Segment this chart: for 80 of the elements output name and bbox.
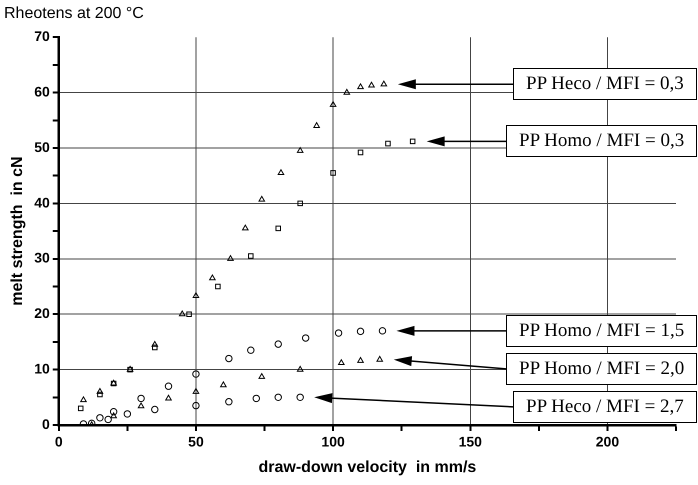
point bbox=[227, 255, 234, 261]
point bbox=[296, 394, 304, 401]
point bbox=[165, 394, 172, 401]
point bbox=[220, 381, 227, 388]
point bbox=[410, 138, 416, 144]
text: PP Heco / MFI = 0,3 bbox=[513, 68, 697, 100]
point bbox=[247, 346, 254, 354]
point bbox=[376, 356, 383, 362]
point bbox=[192, 402, 200, 410]
point bbox=[104, 416, 112, 424]
point bbox=[192, 292, 200, 298]
point bbox=[78, 406, 84, 412]
y-tick-label: 60 bbox=[34, 83, 50, 100]
y-tick-label: 70 bbox=[34, 28, 50, 44]
point bbox=[330, 170, 336, 176]
text: PP Homo / MFI = 1,5 bbox=[506, 314, 698, 347]
point bbox=[215, 284, 221, 290]
point bbox=[344, 88, 350, 95]
point bbox=[151, 406, 158, 414]
point bbox=[152, 344, 158, 350]
x-tick-label: 100 bbox=[321, 433, 345, 450]
point bbox=[242, 224, 249, 230]
point bbox=[137, 394, 145, 402]
point bbox=[296, 147, 304, 153]
point bbox=[96, 388, 104, 394]
point bbox=[334, 329, 342, 337]
text: PP Homo / MFI = 2,0 bbox=[506, 352, 698, 385]
point bbox=[274, 340, 282, 348]
point bbox=[258, 373, 266, 379]
point bbox=[225, 354, 233, 362]
point bbox=[164, 382, 172, 390]
point bbox=[258, 196, 266, 202]
point bbox=[356, 328, 364, 336]
y-tick-label: 40 bbox=[34, 194, 50, 210]
x-tick-label: 50 bbox=[188, 433, 204, 450]
point bbox=[302, 334, 310, 342]
point bbox=[96, 414, 104, 422]
x-tick-label: 200 bbox=[596, 433, 620, 450]
point bbox=[378, 327, 386, 335]
point bbox=[274, 394, 282, 401]
point bbox=[338, 359, 345, 366]
x-tick-label: 150 bbox=[458, 433, 482, 450]
point bbox=[186, 311, 192, 317]
text: PP Heco / MFI = 2,7 bbox=[513, 390, 697, 423]
point bbox=[138, 402, 144, 408]
point bbox=[385, 140, 391, 146]
point bbox=[297, 200, 303, 206]
legend-label: PP Homo / MFI = 0,3 bbox=[506, 125, 698, 158]
y-tick-label: 20 bbox=[34, 305, 50, 322]
point bbox=[275, 226, 281, 232]
point bbox=[380, 80, 388, 86]
point bbox=[357, 83, 364, 90]
point bbox=[357, 357, 364, 363]
point bbox=[192, 388, 200, 394]
point bbox=[225, 398, 233, 406]
x-tick-label: 0 bbox=[54, 433, 63, 450]
y-tick-label: 50 bbox=[34, 138, 50, 155]
x-axis-title: draw-down velocity in mm/s bbox=[258, 458, 476, 476]
point bbox=[368, 82, 375, 88]
chart-title: Rheotens at 200 °C bbox=[4, 5, 144, 22]
point bbox=[296, 366, 304, 372]
point bbox=[178, 310, 186, 316]
point bbox=[358, 150, 364, 156]
y-tick-label: 30 bbox=[34, 250, 50, 266]
point bbox=[330, 101, 336, 107]
point bbox=[248, 253, 254, 259]
point bbox=[209, 274, 216, 280]
point bbox=[97, 392, 103, 398]
y-tick-label: 0 bbox=[42, 416, 50, 432]
point bbox=[124, 410, 132, 418]
point bbox=[110, 412, 117, 418]
point bbox=[110, 408, 118, 416]
point bbox=[192, 370, 200, 378]
point bbox=[80, 396, 87, 402]
point bbox=[278, 169, 284, 176]
y-tick-label: 10 bbox=[34, 360, 50, 376]
point bbox=[152, 340, 158, 347]
point bbox=[252, 394, 260, 402]
point bbox=[313, 122, 320, 128]
y-axis-title: melt strength in cN bbox=[9, 156, 26, 306]
